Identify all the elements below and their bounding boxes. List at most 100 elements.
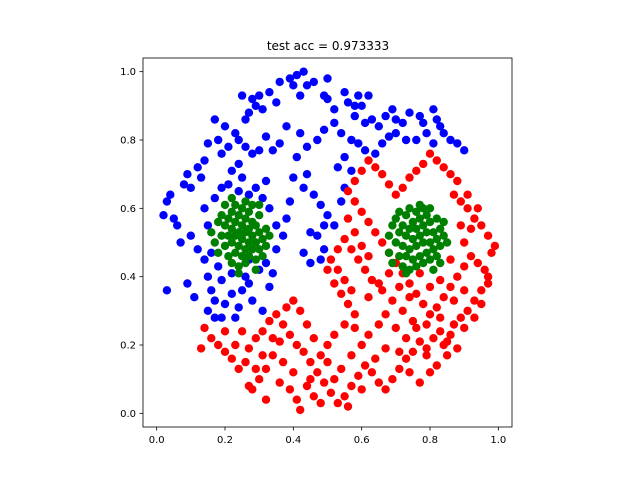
data-point: [374, 122, 383, 131]
data-point: [323, 357, 332, 367]
data-point: [422, 351, 431, 360]
data-point: [261, 395, 271, 404]
data-point: [371, 149, 380, 158]
data-point: [251, 221, 260, 230]
data-point: [401, 354, 411, 363]
data-point: [357, 101, 366, 111]
data-point: [350, 176, 359, 186]
data-point: [436, 313, 445, 322]
data-point: [333, 398, 342, 408]
data-point: [285, 197, 295, 206]
data-point: [412, 289, 421, 298]
data-point: [227, 269, 236, 278]
data-point: [234, 364, 243, 374]
data-point: [480, 265, 489, 274]
x-tick-label: 0.4: [285, 435, 301, 446]
data-point: [261, 176, 271, 186]
data-point: [432, 303, 441, 312]
data-point: [289, 173, 298, 182]
data-point: [378, 170, 387, 179]
data-point: [227, 193, 236, 203]
data-point: [237, 327, 247, 336]
data-point: [425, 310, 435, 319]
y-tick-label: 0.0: [120, 409, 136, 420]
data-point: [261, 364, 271, 374]
data-point: [306, 375, 315, 384]
data-point: [483, 231, 493, 240]
data-point: [255, 245, 264, 254]
data-point: [453, 139, 462, 148]
data-point: [330, 118, 339, 128]
data-point: [272, 310, 281, 319]
data-point: [237, 173, 247, 182]
data-point: [210, 193, 219, 203]
data-point: [224, 231, 233, 240]
data-point: [371, 163, 380, 172]
data-point: [220, 200, 230, 210]
data-point: [258, 252, 267, 261]
data-point: [275, 378, 284, 387]
data-point: [316, 398, 325, 408]
data-point: [234, 228, 243, 237]
data-point: [251, 101, 260, 111]
data-point: [296, 306, 305, 315]
y-tick-label: 0.2: [120, 341, 136, 352]
data-point: [207, 286, 216, 295]
data-point: [354, 139, 363, 148]
data-point: [251, 334, 260, 343]
data-point: [285, 385, 295, 394]
data-point: [343, 214, 353, 223]
data-point: [381, 344, 390, 353]
data-point: [255, 91, 264, 100]
data-point: [360, 361, 370, 370]
data-point: [323, 74, 332, 83]
data-point: [248, 245, 257, 254]
data-point: [258, 306, 267, 315]
data-point: [343, 98, 353, 107]
data-point: [395, 207, 404, 216]
data-point: [347, 286, 356, 295]
data-point: [241, 258, 250, 268]
data-point: [425, 149, 435, 158]
y-axis: 0.0 0.2 0.4 0.6 0.8 1.0: [120, 67, 143, 420]
data-point: [419, 221, 428, 230]
data-point: [384, 248, 394, 257]
data-point: [360, 265, 370, 274]
data-point: [272, 245, 281, 254]
data-point: [425, 204, 435, 213]
data-point: [449, 296, 459, 305]
data-point: [214, 248, 223, 257]
data-point: [398, 262, 407, 271]
data-point: [309, 392, 318, 401]
data-point: [337, 289, 346, 298]
data-point: [241, 214, 250, 223]
data-point: [343, 402, 353, 411]
data-point: [237, 221, 247, 230]
data-point: [265, 282, 274, 292]
data-point: [272, 221, 281, 230]
data-point: [395, 347, 404, 356]
data-point: [234, 211, 243, 220]
data-point: [405, 293, 414, 302]
data-point: [306, 258, 315, 268]
data-point: [460, 262, 469, 271]
data-point: [460, 238, 469, 247]
data-point: [415, 378, 424, 387]
data-point: [255, 375, 264, 384]
data-point: [432, 214, 441, 223]
data-point: [347, 166, 356, 175]
data-point: [350, 323, 359, 333]
data-point: [217, 313, 226, 322]
data-point: [429, 334, 438, 343]
data-point: [419, 159, 428, 169]
data-point: [237, 252, 247, 261]
data-point: [429, 245, 438, 254]
data-point: [251, 238, 260, 247]
data-point: [381, 111, 390, 121]
data-point: [412, 262, 421, 271]
data-point: [278, 357, 288, 367]
data-point: [289, 368, 298, 377]
data-point: [255, 228, 264, 237]
data-point: [241, 142, 250, 151]
data-point: [432, 361, 441, 370]
